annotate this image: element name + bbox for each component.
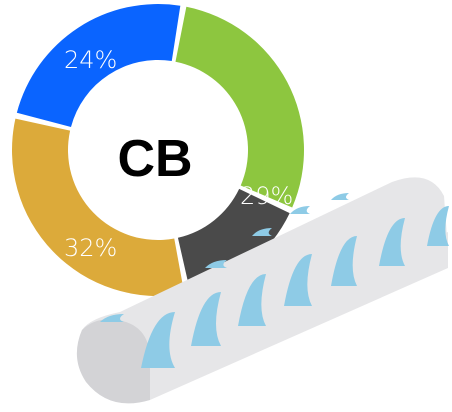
log-front-face	[150, 232, 448, 400]
log-end-cap	[76, 319, 150, 404]
log-illustration	[76, 177, 449, 404]
log-cut-11	[331, 193, 349, 200]
log-cut-6	[427, 206, 449, 246]
log-cut-8	[205, 260, 227, 268]
donut-slice-unlabeled	[177, 188, 290, 293]
log-cut-10	[290, 206, 310, 214]
slice-label-32: 32%	[64, 234, 117, 262]
donut-slice-24pct	[16, 3, 181, 128]
log-cut-5	[379, 218, 405, 266]
log-cut-2	[238, 274, 266, 326]
log-cut-1	[191, 292, 221, 346]
center-label: CB	[117, 130, 192, 188]
donut-labels: 24% 29% 32% CB	[64, 46, 293, 262]
donut-chart	[12, 3, 305, 296]
log-cut-4	[331, 236, 357, 286]
log-cut-0	[141, 312, 175, 368]
slice-label-29: 29%	[240, 182, 293, 210]
donut-slice-32pct	[12, 118, 185, 296]
slice-label-24: 24%	[64, 46, 117, 74]
log-cuts	[100, 193, 449, 368]
log-cut-7	[100, 314, 124, 322]
log-cut-9	[252, 228, 272, 236]
donut-slice-29pct	[175, 6, 305, 208]
log-cut-3	[284, 254, 312, 306]
